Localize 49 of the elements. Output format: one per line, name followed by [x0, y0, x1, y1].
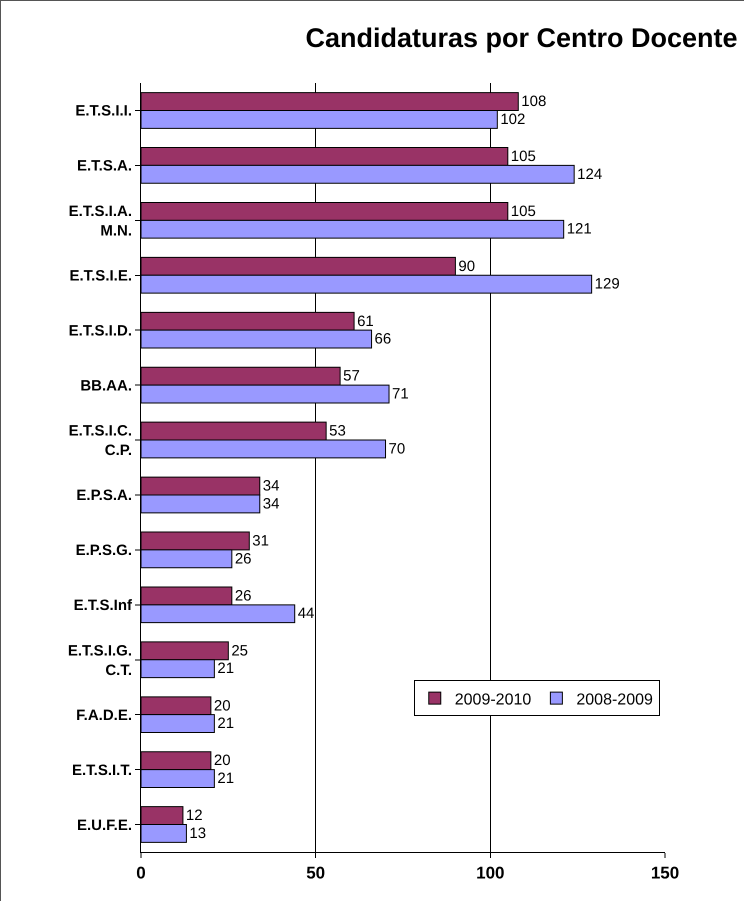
data-label: 129 — [594, 276, 620, 293]
data-label: 25 — [231, 642, 248, 660]
data-label: 66 — [374, 330, 392, 348]
data-label: 26 — [234, 550, 252, 568]
data-label: 44 — [298, 605, 314, 622]
data-label: 108 — [521, 93, 546, 110]
y-tick-label: E.T.S.I.A. M.N. — [68, 202, 132, 240]
data-label: 124 — [577, 166, 602, 183]
data-label: 71 — [392, 386, 409, 403]
y-tick-label: E.T.S.I.T. — [72, 762, 132, 779]
y-tick-label: F.A.D.E. — [76, 706, 132, 724]
chart-title: Candidaturas por Centro Docente — [305, 22, 738, 53]
data-label: 61 — [357, 312, 374, 330]
y-tick-label: E.T.S.I.D. — [68, 322, 132, 340]
y-tick-label: E.U.F.E. — [76, 816, 132, 834]
x-tick-label: 0 — [136, 863, 146, 882]
y-tick-label: E.P.S.A. — [76, 487, 132, 504]
data-label: 57 — [343, 368, 360, 385]
data-label: 21 — [217, 660, 234, 678]
data-label: 20 — [214, 697, 231, 714]
legend-label: 2009-2010 — [454, 691, 532, 708]
data-label: 13 — [189, 824, 206, 842]
y-tick-label: E.T.S.A. — [76, 158, 132, 175]
data-label: 70 — [388, 440, 406, 458]
data-label: 105 — [510, 148, 536, 165]
y-tick-label: E.T.S.I.E. — [69, 268, 132, 284]
data-label: 20 — [214, 752, 231, 770]
data-label: 90 — [458, 258, 476, 275]
data-label: 21 — [217, 715, 234, 732]
x-tick-label: 150 — [650, 863, 680, 882]
y-tick-label: E.T.S.I.I. — [75, 102, 132, 120]
data-label: 53 — [329, 422, 346, 440]
data-label: 12 — [186, 807, 203, 824]
legend-label: 2008-2009 — [576, 691, 653, 708]
data-label: 26 — [234, 587, 252, 604]
data-label: 21 — [217, 770, 234, 788]
y-tick-label: E.T.S.I.G. C.T. — [68, 642, 132, 679]
data-label: 34 — [262, 495, 280, 512]
y-tick-label: E.P.S.G. — [76, 542, 132, 560]
data-label: 31 — [252, 532, 269, 550]
data-label: 105 — [510, 202, 536, 220]
data-label: 34 — [262, 478, 280, 495]
y-tick-label: BB.AA. — [80, 377, 132, 394]
y-tick-label: E.T.S.I.C. C.P. — [68, 422, 132, 460]
data-label: 121 — [566, 220, 592, 238]
y-tick-label: E.T.S.Inf — [74, 597, 133, 614]
x-tick-label: 100 — [476, 863, 505, 882]
x-tick-label: 50 — [306, 863, 326, 882]
data-label: 102 — [500, 110, 526, 128]
